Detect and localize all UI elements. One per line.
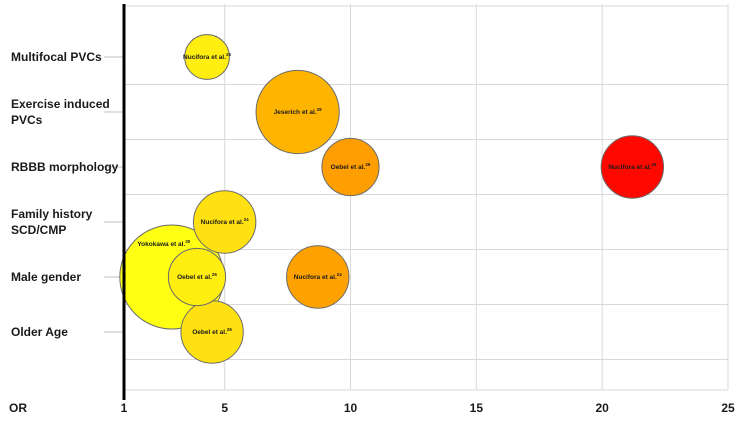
bubble: [286, 245, 350, 309]
bubble-label: Oebel et al.26: [177, 272, 217, 281]
bubble: [192, 190, 257, 254]
category-label: RBBB morphology: [11, 160, 119, 174]
bubble-group: Nucifora et al.24: [192, 190, 257, 254]
bubble: [600, 135, 665, 199]
bubble-label: Nucifora et al.26: [608, 162, 656, 171]
x-axis-label: OR: [9, 401, 27, 415]
bubbles: Yokokawa et al.30 Jeserich et al.29 Nucifo…: [119, 34, 665, 364]
bubble-group: Oebel et al.26: [167, 247, 227, 307]
bubble-ref: 26: [226, 52, 232, 57]
category-label: Male gender: [11, 270, 81, 284]
bubble-group: Nucifora et al.26: [600, 135, 665, 199]
bubble-label: Oebel et al.26: [331, 162, 371, 171]
bubble-group: Jeserich et al.29: [255, 69, 340, 155]
category-labels: Multifocal PVCs Exercise induced PVCs RBBB …: [11, 50, 119, 339]
category-label: Family history: [11, 207, 93, 221]
bubble-group: Nucifora et al.26: [183, 34, 232, 80]
bubble-label: Yokokawa et al.30: [137, 239, 190, 248]
x-tick-label: 25: [721, 401, 735, 415]
x-tick-label: 5: [221, 401, 228, 415]
bubble-label: Nucifora et al.26: [183, 52, 231, 61]
x-tick-label: 1: [121, 401, 128, 415]
bubble-ref: 29: [317, 107, 323, 112]
bubble-label: Nucifora et al.24: [294, 272, 342, 281]
bubble-ref: 24: [244, 217, 250, 222]
bubble-ref: 26: [651, 162, 657, 167]
bubble-ref: 26: [227, 327, 233, 332]
x-tick-labels: 1 5 10 15 20 25: [121, 401, 735, 415]
x-tick-label: 15: [470, 401, 484, 415]
x-tick-label: 10: [344, 401, 358, 415]
bubble-ref: 24: [337, 272, 343, 277]
bubble-group: Oebel et al.26: [321, 137, 380, 197]
bubble-ref: 30: [185, 239, 191, 244]
bubble-ref: 26: [212, 272, 218, 277]
bubble-group: Oebel et al.26: [180, 300, 244, 364]
bubble-label: Oebel et al.26: [192, 327, 232, 336]
category-label: Exercise induced: [11, 97, 110, 111]
bubble: [321, 137, 380, 197]
bubble-ref: 26: [365, 162, 371, 167]
x-tick-label: 20: [595, 401, 609, 415]
bubble-label: Jeserich et al.29: [274, 107, 323, 116]
bubble-group: Nucifora et al.24: [286, 245, 350, 309]
category-label: PVCs: [11, 113, 43, 127]
category-label: SCD/CMP: [11, 223, 66, 237]
bubble: [167, 247, 227, 307]
bubble-label: Nucifora et al.24: [201, 217, 249, 226]
bubble: [184, 34, 230, 80]
category-label: Older Age: [11, 325, 68, 339]
bubble: [255, 69, 340, 155]
category-label: Multifocal PVCs: [11, 50, 102, 64]
